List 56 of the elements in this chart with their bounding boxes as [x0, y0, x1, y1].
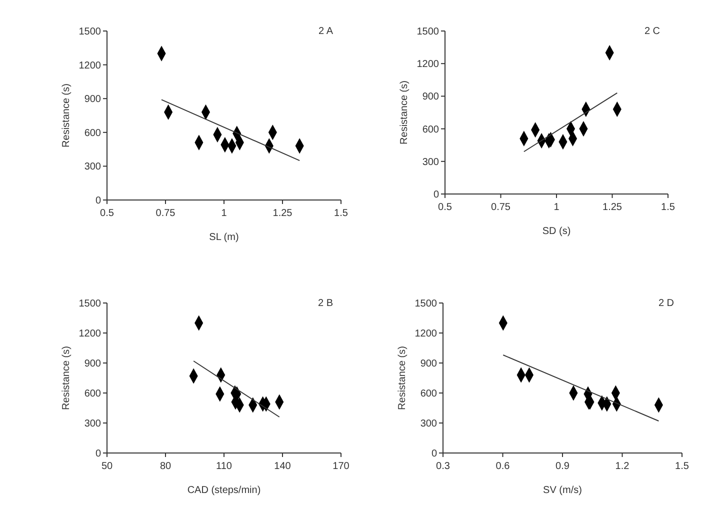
- x-axis-title: CAD (steps/min): [187, 485, 261, 496]
- x-tick-label: 0.9: [556, 461, 570, 472]
- y-tick-label: 1500: [414, 298, 438, 310]
- x-tick-label: 110: [216, 461, 232, 472]
- y-tick-label: 900: [84, 94, 102, 106]
- y-tick-label: 600: [420, 388, 438, 400]
- y-tick-label: 600: [84, 388, 102, 400]
- y-tick-label: 300: [422, 156, 440, 168]
- y-tick-label: 300: [420, 418, 438, 430]
- y-tick-label: 300: [84, 418, 102, 430]
- y-tick-label: 600: [84, 128, 102, 139]
- y-tick-label: 900: [84, 358, 102, 370]
- y-tick-label: 600: [422, 124, 440, 136]
- y-axis-title: Resistance (s): [61, 346, 72, 410]
- x-tick-label: 1: [221, 208, 228, 219]
- y-tick-label: 300: [84, 162, 102, 173]
- y-axis-title: Resistance (s): [397, 346, 408, 410]
- x-tick-label: 0.6: [496, 461, 510, 472]
- x-tick-label: 0.5: [438, 202, 452, 213]
- y-tick-label: 900: [422, 92, 440, 103]
- y-tick-label: 1200: [78, 328, 102, 340]
- y-axis-title: Resistance (s): [61, 84, 72, 148]
- annotation: 2 B: [318, 298, 334, 309]
- x-tick-label: 0.75: [491, 202, 511, 213]
- x-tick-label: 1: [554, 202, 560, 213]
- x-axis-title: SV (m/s): [543, 485, 582, 496]
- x-tick-label: 1.25: [272, 208, 293, 219]
- x-tick-label: 1.5: [675, 461, 690, 472]
- x-tick-label: 1.2: [615, 461, 630, 472]
- x-tick-label: 80: [160, 461, 172, 472]
- x-tick-label: 1.25: [602, 202, 622, 213]
- y-tick-label: 0: [431, 448, 438, 460]
- x-axis-title: SD (s): [542, 226, 571, 237]
- x-tick-label: 0.75: [156, 208, 176, 219]
- y-tick-label: 1200: [414, 328, 438, 340]
- annotation: 2 A: [318, 26, 334, 37]
- x-tick-label: 1.5: [334, 208, 348, 219]
- x-tick-label: 0.3: [436, 461, 450, 472]
- annotation: 2 C: [644, 26, 660, 37]
- x-axis-title: SL (m): [209, 232, 239, 243]
- y-tick-label: 0: [95, 448, 102, 460]
- annotation: 2 D: [658, 298, 674, 309]
- x-tick-label: 1.5: [661, 202, 676, 213]
- y-tick-label: 1500: [78, 26, 102, 38]
- y-tick-label: 1500: [78, 298, 102, 310]
- x-tick-label: 0.5: [100, 208, 114, 219]
- x-tick-label: 50: [101, 461, 113, 472]
- y-tick-label: 1200: [78, 60, 102, 72]
- y-axis-title: Resistance (s): [399, 80, 410, 144]
- y-tick-label: 0: [433, 190, 440, 200]
- y-tick-label: 900: [420, 358, 438, 370]
- y-tick-label: 1200: [416, 59, 440, 70]
- x-tick-label: 170: [332, 461, 350, 472]
- y-tick-label: 1500: [416, 26, 440, 38]
- x-tick-label: 140: [274, 461, 292, 472]
- y-tick-label: 0: [95, 196, 102, 206]
